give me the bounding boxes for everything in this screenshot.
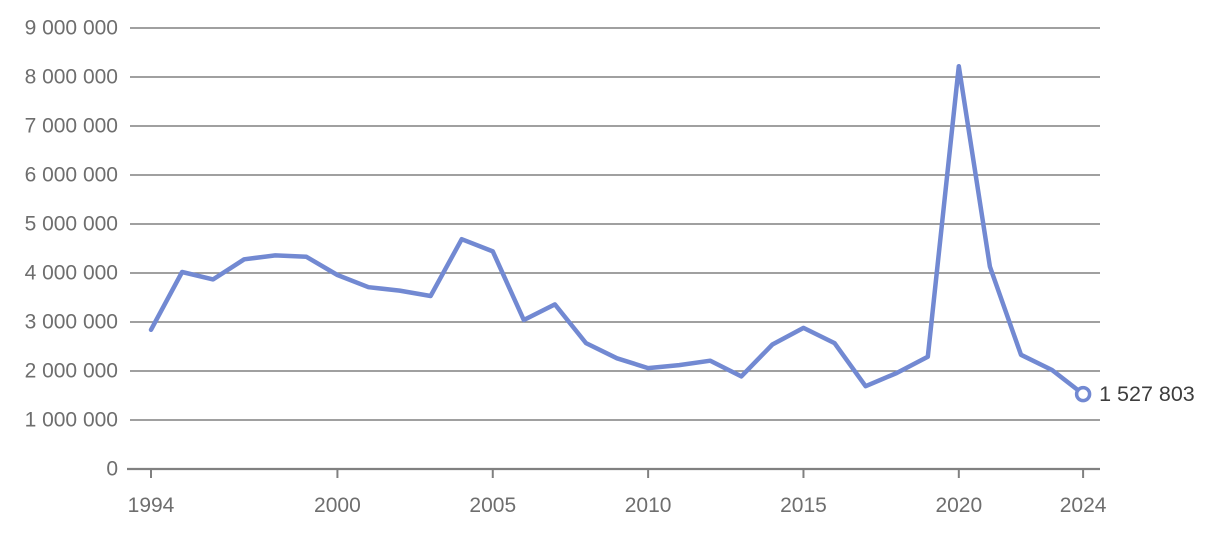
y-axis-tick-label: 9 000 000 <box>25 17 118 40</box>
y-axis-tick-label: 2 000 000 <box>25 360 118 383</box>
y-axis-tick-label: 7 000 000 <box>25 115 118 138</box>
data-series-line <box>148 63 1086 397</box>
y-axis-tick-label: 8 000 000 <box>25 66 118 89</box>
x-axis-tick-label: 2000 <box>314 494 361 517</box>
y-axis-tick-label: 0 <box>106 458 118 481</box>
x-axis-tick-label: 2024 <box>1060 494 1107 517</box>
y-axis-tick-label: 4 000 000 <box>25 262 118 285</box>
x-axis-tick-label: 2010 <box>625 494 672 517</box>
end-point-value-label: 1 527 803 <box>1099 382 1195 406</box>
y-axis-tick-label: 5 000 000 <box>25 213 118 236</box>
end-point-marker <box>1074 385 1092 403</box>
y-axis-tick-label: 6 000 000 <box>25 164 118 187</box>
x-axis-tick-label: 2020 <box>935 494 982 517</box>
y-axis-tick-label: 3 000 000 <box>25 311 118 334</box>
x-axis-tick-label: 2015 <box>780 494 827 517</box>
x-axis-tick-label: 1994 <box>128 494 175 517</box>
x-axis-tick-label: 2005 <box>469 494 516 517</box>
y-axis-tick-label: 1 000 000 <box>25 409 118 432</box>
